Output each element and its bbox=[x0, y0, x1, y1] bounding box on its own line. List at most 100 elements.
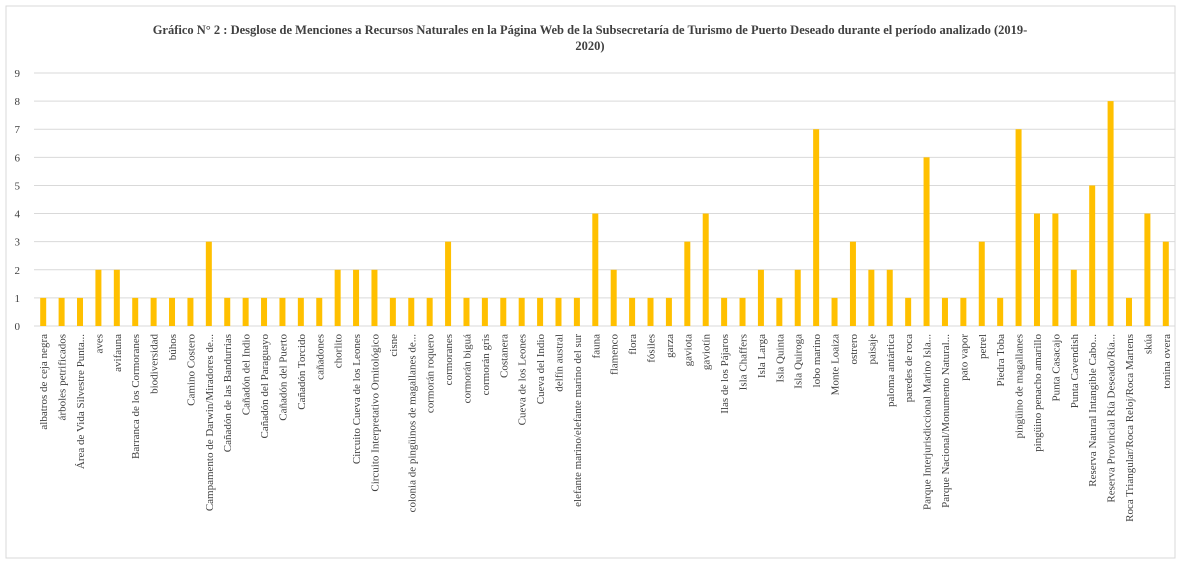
bar bbox=[500, 297, 507, 326]
bar bbox=[132, 297, 139, 326]
x-tick-label: elefante marino/elefante marino del sur bbox=[572, 334, 584, 507]
bar bbox=[297, 297, 304, 326]
y-tick-label: 8 bbox=[15, 96, 21, 108]
x-tick-label: Monte Loaiza bbox=[830, 334, 842, 396]
bar bbox=[849, 241, 856, 326]
y-tick-label: 6 bbox=[15, 152, 21, 164]
y-tick-label: 1 bbox=[15, 293, 21, 305]
x-tick-label: pato vapor bbox=[958, 334, 970, 381]
bar bbox=[1033, 213, 1040, 326]
x-tick-label: gaviotín bbox=[701, 334, 713, 371]
x-tick-label: pingüino de magallanes bbox=[1014, 334, 1026, 438]
x-tick-label: paredes de roca bbox=[903, 334, 915, 403]
x-tick-label: fauna bbox=[590, 334, 602, 359]
bar bbox=[1015, 129, 1022, 326]
bar bbox=[279, 297, 286, 326]
bar bbox=[150, 297, 157, 326]
chart-border bbox=[5, 5, 1176, 559]
bar bbox=[1052, 213, 1059, 326]
bar bbox=[923, 157, 930, 326]
x-tick-label: Parque Nacional/Monumento Natural... bbox=[940, 334, 952, 508]
x-tick-label: Campamento de Darwin/Miradores de... bbox=[204, 334, 216, 511]
y-tick-label: 7 bbox=[15, 124, 21, 136]
bar bbox=[831, 297, 838, 326]
y-tick-label: 2 bbox=[15, 265, 21, 277]
bar bbox=[776, 297, 783, 326]
bar bbox=[205, 241, 212, 326]
bar bbox=[813, 129, 820, 326]
bar bbox=[941, 297, 948, 326]
x-tick-label: Punta Cavendish bbox=[1069, 334, 1081, 409]
x-tick-label: Isla Quiroga bbox=[793, 334, 805, 389]
bar bbox=[481, 297, 488, 326]
x-tick-label: pingüino penacho amarillo bbox=[1032, 334, 1044, 452]
y-tick-label: 5 bbox=[15, 180, 21, 192]
x-tick-label: paloma antártica bbox=[885, 334, 897, 407]
x-tick-label: Camino Costero bbox=[185, 334, 197, 406]
x-tick-label: lobo marino bbox=[811, 334, 823, 388]
x-tick-label: Circuito Cueva de los Leones bbox=[351, 334, 363, 464]
bar bbox=[757, 269, 764, 326]
y-tick-label: 4 bbox=[15, 209, 21, 221]
bar bbox=[261, 297, 268, 326]
x-tick-label: Isla Larga bbox=[756, 334, 768, 378]
x-tick-label: ostrero bbox=[848, 334, 860, 365]
bar bbox=[721, 297, 728, 326]
bar bbox=[592, 213, 599, 326]
bar bbox=[868, 269, 875, 326]
bar bbox=[647, 297, 654, 326]
x-tick-label: skúa bbox=[1142, 334, 1154, 354]
x-tick-label: chorlito bbox=[333, 334, 345, 369]
x-tick-label: Circuito Interpretativo Ornitológico bbox=[369, 334, 381, 492]
bar bbox=[1144, 213, 1151, 326]
bar bbox=[58, 297, 65, 326]
x-tick-label: Cañadón del Puerto bbox=[277, 334, 289, 421]
bar bbox=[426, 297, 433, 326]
bar bbox=[40, 297, 47, 326]
bar bbox=[1107, 101, 1114, 326]
x-tick-label: Isla Chaffers bbox=[738, 334, 750, 390]
x-tick-label: cormorán biguá bbox=[461, 334, 473, 403]
x-tick-label: cañadones bbox=[314, 334, 326, 380]
bar bbox=[316, 297, 323, 326]
x-tick-label: Cañadón de las Bandurrias bbox=[222, 334, 234, 452]
bar bbox=[77, 297, 84, 326]
x-tick-label: Ilas de los Pájaros bbox=[719, 334, 731, 414]
x-tick-label: colonia de pingüinos de magallanes de... bbox=[406, 334, 418, 513]
chart-title: Gráfico N° 2 : Desglose de Menciones a R… bbox=[152, 23, 1028, 53]
x-tick-label: gaviota bbox=[682, 334, 694, 366]
bar bbox=[610, 269, 617, 326]
x-tick-label: Punta Casacajo bbox=[1050, 334, 1062, 402]
x-tick-label: Área de Vida Silvestre Punta... bbox=[75, 334, 87, 469]
bar bbox=[389, 297, 396, 326]
x-tick-label: Reserva Provincial Ría Deseado/Ría... bbox=[1106, 334, 1118, 503]
x-tick-label: árboles petrificados bbox=[57, 334, 69, 420]
x-tick-label: avifauna bbox=[112, 334, 124, 372]
x-tick-label: Barranca de los Cormoranes bbox=[130, 334, 142, 459]
bar bbox=[408, 297, 415, 326]
x-tick-label: Reserva Natural Intangible Cabo... bbox=[1087, 334, 1099, 487]
x-tick-label: albatros de ceja negra bbox=[38, 334, 50, 430]
x-tick-label: fósiles bbox=[646, 334, 658, 363]
bar bbox=[684, 241, 691, 326]
bar bbox=[445, 241, 452, 326]
bar bbox=[665, 297, 672, 326]
bar bbox=[242, 297, 249, 326]
x-tick-label: Costanera bbox=[498, 334, 510, 378]
x-tick-label: cisne bbox=[388, 334, 400, 357]
x-tick-label: petrel bbox=[977, 334, 989, 359]
bar bbox=[1070, 269, 1077, 326]
x-tick-label: flamenco bbox=[609, 334, 621, 375]
bar bbox=[1162, 241, 1169, 326]
bar bbox=[518, 297, 525, 326]
bar bbox=[573, 297, 580, 326]
bar bbox=[353, 269, 360, 326]
x-tick-label: Cueva de los Leones bbox=[517, 334, 529, 425]
x-tick-label: biodiversidad bbox=[149, 334, 161, 394]
bar bbox=[739, 297, 746, 326]
bar bbox=[960, 297, 967, 326]
x-tick-label: cormorán roquero bbox=[425, 334, 437, 414]
bar bbox=[224, 297, 231, 326]
bar bbox=[886, 269, 893, 326]
